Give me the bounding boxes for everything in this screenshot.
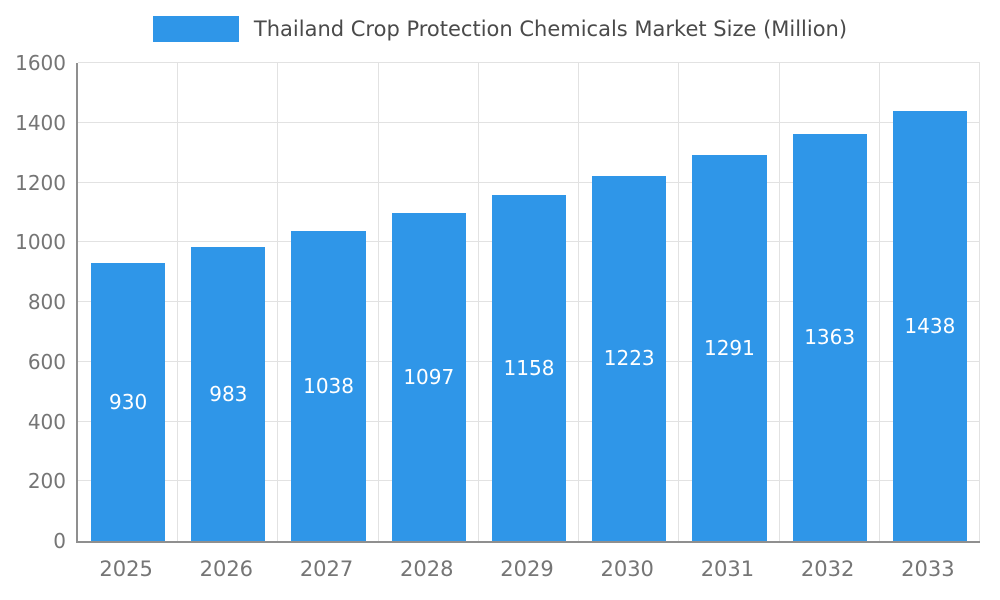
y-tick-label: 600 (27, 349, 66, 374)
vertical-gridline (878, 63, 880, 541)
vertical-gridline (177, 63, 179, 541)
x-tick-label: 2026 (199, 557, 254, 581)
vertical-gridline (277, 63, 279, 541)
horizontal-gridline (78, 121, 980, 123)
y-tick-label: 800 (27, 290, 66, 314)
y-tick-label: 1200 (15, 170, 66, 195)
bar-value-label: 1438 (904, 314, 956, 339)
vertical-gridline (979, 63, 980, 541)
chart-title: Thailand Crop Protection Chemicals Marke… (253, 17, 848, 41)
bar-2031: 1291 (692, 155, 767, 541)
y-tick-label: 0 (53, 529, 66, 553)
y-tick-label: 1600 (15, 51, 66, 75)
bar-value-label: 1158 (503, 356, 555, 381)
bar-value-label: 1363 (804, 325, 856, 350)
bar-slot: 1363 (780, 63, 880, 541)
vertical-gridline (678, 63, 680, 541)
bar-slot: 1097 (379, 63, 479, 541)
bar-2030: 1223 (592, 175, 667, 541)
x-axis: 2025 2026 2027 2028 2029 2030 2031 2032 2033 (76, 556, 978, 583)
bar-slot: 1038 (278, 63, 378, 541)
plot-area: 930 983 1038 1097 1158 1223 1291 1363 1438 (76, 62, 980, 543)
bar-slot: 1158 (479, 63, 579, 541)
bar-slot: 1223 (579, 63, 679, 541)
bar-2026: 983 (191, 247, 266, 541)
bar-slot: 930 (78, 63, 178, 541)
x-tick-label: 2028 (400, 557, 454, 581)
bar-2028: 1097 (391, 213, 466, 541)
bar-slot: 1438 (880, 63, 980, 541)
vertical-gridline (477, 63, 479, 541)
y-tick-label: 400 (27, 409, 66, 434)
x-tick-label: 2031 (700, 557, 755, 581)
bar-slot: 1291 (679, 63, 779, 541)
bar-2025: 930 (91, 263, 166, 541)
y-tick-label: 200 (27, 469, 66, 494)
x-tick-label: 2032 (800, 557, 855, 581)
x-tick-label: 2025 (99, 557, 153, 581)
x-tick-label: 2029 (500, 557, 554, 581)
horizontal-gridline (78, 62, 980, 63)
x-tick-label: 2030 (600, 557, 654, 581)
bar-value-label: 930 (109, 390, 148, 415)
legend-swatch (152, 16, 239, 42)
vertical-gridline (377, 63, 379, 541)
bar-2029: 1158 (491, 195, 567, 541)
bar-value-label: 983 (209, 382, 248, 407)
bar-slot: 983 (178, 63, 278, 541)
chart-legend: Thailand Crop Protection Chemicals Marke… (0, 16, 1000, 42)
bar-value-label: 1291 (703, 336, 755, 361)
x-tick-label: 2027 (299, 557, 354, 581)
x-tick-label: 2033 (901, 557, 955, 581)
bar-2027: 1038 (291, 230, 366, 541)
bar-value-label: 1038 (303, 373, 354, 398)
bar-2033: 1438 (892, 111, 967, 541)
vertical-gridline (778, 63, 780, 541)
horizontal-gridline (78, 181, 980, 183)
y-tick-label: 1000 (15, 230, 66, 255)
bar-2032: 1363 (792, 133, 867, 541)
bar-series: 930 983 1038 1097 1158 1223 1291 1363 1438 (78, 63, 980, 541)
vertical-gridline (578, 63, 580, 541)
y-tick-label: 1400 (15, 110, 66, 135)
y-axis: 0 200 400 600 800 1000 1200 1400 1600 (0, 53, 66, 551)
bar-value-label: 1097 (403, 365, 455, 390)
bar-value-label: 1223 (603, 346, 655, 371)
